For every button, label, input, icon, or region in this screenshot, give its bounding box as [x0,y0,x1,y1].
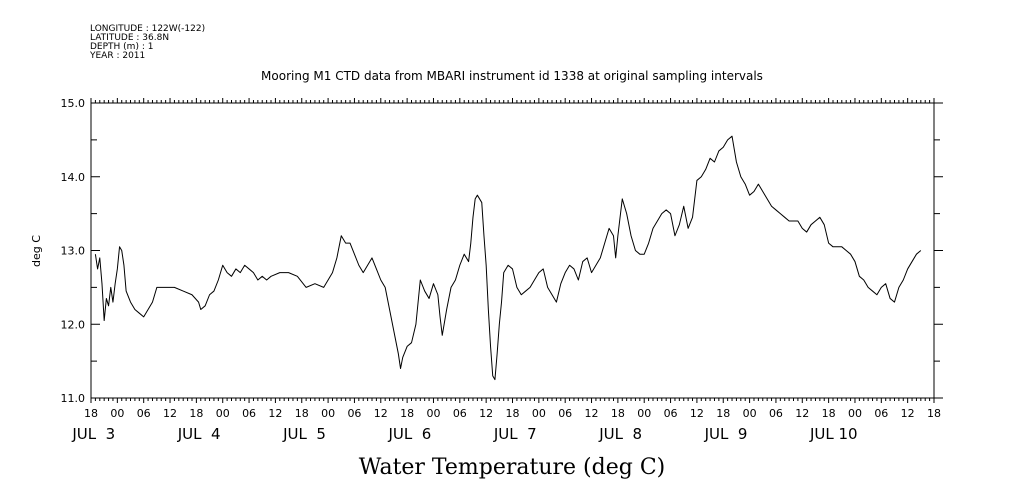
x-tick-label: 06 [242,407,256,420]
plot-frame [90,102,935,399]
x-tick-label: 00 [637,407,651,420]
x-tick-label: 00 [216,407,230,420]
x-day-label: JUL 5 [282,425,326,443]
x-tick-label: 06 [558,407,572,420]
y-axis-label: deg C [30,235,43,267]
series-line-water-temperature [94,135,922,381]
x-tick-label: 12 [690,407,704,420]
x-tick-label: 12 [268,407,282,420]
x-day-label: JUL 7 [493,425,537,443]
x-day-label: JUL 9 [704,425,748,443]
x-day-label: JUL 10 [809,425,858,443]
x-tick-label: 06 [664,407,678,420]
x-tick-label: 18 [84,407,98,420]
x-tick-label: 06 [769,407,783,420]
y-tick-label: 11.0 [61,392,86,405]
x-tick-label: 00 [321,407,335,420]
x-tick-label: 18 [822,407,836,420]
y-axis-ticks: 11.0 12.0 13.0 14.0 15.0 [61,97,943,405]
x-tick-label: 00 [426,407,440,420]
x-day-label: JUL 4 [177,425,221,443]
y-tick-label: 13.0 [61,245,86,258]
x-tick-label: 12 [374,407,388,420]
x-tick-label: 06 [137,407,151,420]
x-tick-label: 12 [479,407,493,420]
x-tick-label: 06 [874,407,888,420]
x-tick-label: 06 [347,407,361,420]
x-tick-label: 18 [400,407,414,420]
x-tick-label: 06 [453,407,467,420]
x-tick-label: 18 [506,407,520,420]
x-tick-label: 12 [901,407,915,420]
x-axis-ticks: 18 00 06 12 18 00 06 12 18 00 06 12 18 00 06 12 18 00 06 12… [71,98,941,443]
x-tick-label: 00 [110,407,124,420]
x-tick-label: 12 [795,407,809,420]
x-tick-label: 00 [848,407,862,420]
chart-title: Mooring M1 CTD data from MBARI instrumen… [261,69,763,83]
x-tick-label: 12 [163,407,177,420]
x-tick-label: 00 [743,407,757,420]
x-tick-label: 18 [295,407,309,420]
y-tick-label: 12.0 [61,318,86,331]
x-tick-label: 12 [585,407,599,420]
x-day-label: JUL 3 [71,425,115,443]
x-day-label: JUL 6 [387,425,431,443]
x-axis-label: Water Temperature (deg C) [359,455,666,480]
depth-text: DEPTH (m) : 1 [90,42,153,52]
latitude-text: LATITUDE : 36.8N [90,33,169,43]
year-text: YEAR : 2011 [89,51,145,61]
x-tick-label: 18 [716,407,730,420]
metadata-block: LONGITUDE : 122W(-122) LATITUDE : 36.8N … [89,24,205,61]
x-tick-label: 00 [532,407,546,420]
x-tick-label: 18 [611,407,625,420]
x-tick-label: 18 [927,407,941,420]
y-tick-label: 14.0 [61,171,86,184]
x-tick-label: 18 [189,407,203,420]
x-day-label: JUL 8 [598,425,642,443]
longitude-text: LONGITUDE : 122W(-122) [90,24,205,34]
y-tick-label: 15.0 [61,97,86,110]
series-layer [94,135,922,381]
